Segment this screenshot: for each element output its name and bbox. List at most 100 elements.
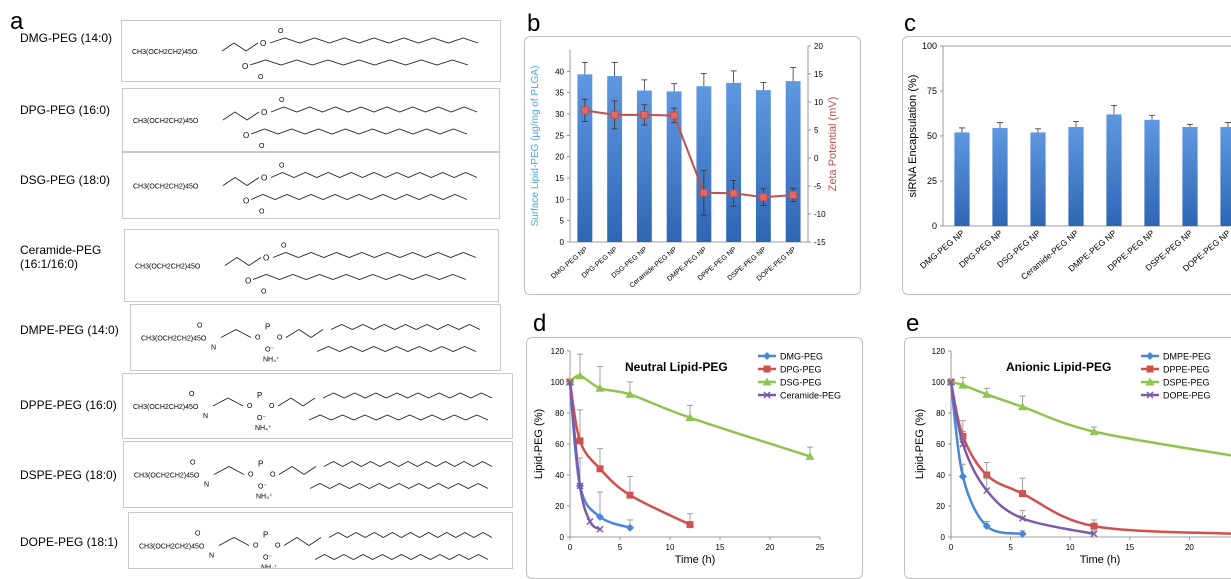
zeta-marker <box>729 189 738 198</box>
data-point <box>959 440 967 448</box>
molecule-structure-drawing: CH3(OCH2CH2)45O O O O O <box>133 163 478 216</box>
acyl-chain <box>252 274 467 280</box>
carbonyl-oxygen: O <box>281 243 287 250</box>
acyl-chain <box>314 553 489 561</box>
oxygen-atom: O <box>248 472 254 479</box>
oxygen-atom: O <box>243 131 249 140</box>
nitrogen-atom: N <box>204 482 209 489</box>
y-tick-label: 20 <box>555 502 564 511</box>
carbonyl-oxygen: O <box>259 143 265 150</box>
peg-formula: CH3(OCH2CH2)45O <box>133 118 199 125</box>
molecule-name: DOPE-PEG (18:1) <box>20 535 118 549</box>
legend-entry: DSG-PEG <box>780 378 822 388</box>
panel-letter-b: b <box>527 10 541 37</box>
legend-entry: DPG-PEG <box>780 365 822 375</box>
bar <box>954 132 970 226</box>
glycerol-backbone <box>285 328 324 339</box>
legend-marker <box>763 352 771 360</box>
panel-letter-a: a <box>10 8 24 35</box>
series-line <box>568 381 691 526</box>
acyl-chain <box>322 392 493 399</box>
acyl-chain <box>269 37 479 44</box>
x-tick-label: 10 <box>666 543 675 552</box>
molecule-name-line: DPPE-PEG (16:0) <box>20 398 117 412</box>
x-tick-label: 0 <box>568 543 573 552</box>
y-tick-label: 40 <box>936 471 945 480</box>
molecule-structure-drawing: CH3(OCH2CH2)45O O O O O <box>133 97 478 150</box>
y-tick-label: 100 <box>922 41 937 51</box>
glycerol-backbone <box>222 176 260 187</box>
zeta-marker <box>640 110 649 119</box>
molecule-name-line: DMG-PEG (14:0) <box>20 31 113 45</box>
molecule-structure: CH3(OCH2CH2)45O O O O O <box>121 20 501 82</box>
bar <box>785 81 801 242</box>
y-tick-label: 20 <box>555 153 564 162</box>
x-tick-label: 10 <box>1066 543 1075 552</box>
data-point <box>1019 490 1027 498</box>
y-tick-label: 0 <box>560 238 565 247</box>
phosphate-oxygen: O⁻ <box>265 347 274 354</box>
molecule-name-line: Ceramide-PEG <box>20 243 102 257</box>
panel-letter-c: c <box>904 10 916 37</box>
peg-formula: CH3(OCH2CH2)45O <box>134 473 200 480</box>
acyl-chain <box>270 172 478 178</box>
carbonyl-oxygen: O <box>278 28 284 35</box>
y2-tick-label: 5 <box>814 126 819 135</box>
bar <box>666 91 682 243</box>
acyl-chain <box>270 106 478 113</box>
acyl-chain <box>250 194 468 200</box>
data-point <box>947 378 955 386</box>
glycerol-backbone <box>277 397 316 407</box>
zeta-marker <box>580 106 589 115</box>
y-tick-label: 15 <box>555 174 564 183</box>
data-point <box>595 383 605 392</box>
phosphate-oxygen: O⁻ <box>257 415 266 422</box>
y-tick-label: 50 <box>927 131 937 141</box>
peg-formula: CH3(OCH2CH2)45O <box>133 404 199 411</box>
y-tick-label: 120 <box>932 347 946 356</box>
legend-marker <box>762 377 772 386</box>
nitrogen-atom: N <box>209 553 214 560</box>
ethanolamine-linker <box>212 397 244 407</box>
y-tick-label: 30 <box>555 110 564 119</box>
data-point <box>983 486 991 495</box>
legend-entry: DMPE-PEG <box>1163 352 1211 362</box>
zeta-marker <box>670 111 679 120</box>
carbonyl-oxygen: O <box>190 460 196 467</box>
phosphate-oxygen: O⁻ <box>258 484 267 491</box>
y-axis-label: Lipid-PEG (%) <box>533 409 545 479</box>
data-point <box>1018 529 1027 538</box>
bar <box>696 86 712 242</box>
bar <box>1182 127 1198 226</box>
y-tick-label: 40 <box>555 67 564 76</box>
acyl-chain <box>328 531 493 539</box>
y-axis-label: siRNA Encapsulation (%) <box>907 75 919 198</box>
molecule-structure: CH3(OCH2CH2)45O O N O P O⁻ NH₄⁺ O <box>123 441 513 508</box>
carbonyl-oxygen: O <box>189 391 195 398</box>
molecule-name: DMG-PEG (14:0) <box>20 31 112 45</box>
bar <box>1144 119 1160 226</box>
oxygen-atom: O <box>245 277 251 286</box>
molecule-name-line: DOPE-PEG (18:1) <box>20 535 119 549</box>
panel-letter-e: e <box>906 310 920 337</box>
y2-tick-label: -10 <box>814 210 826 219</box>
data-point <box>686 521 694 529</box>
molecule-structure-drawing: CH3(OCH2CH2)45O O O O O <box>135 243 477 296</box>
ethanolamine-linker <box>213 465 245 475</box>
data-point <box>982 522 991 531</box>
nitrogen-atom: N <box>203 413 208 420</box>
y-tick-label: 25 <box>927 176 937 186</box>
molecule-name: DSG-PEG (18:0) <box>20 173 110 187</box>
zeta-marker <box>610 110 619 119</box>
acyl-chain <box>323 460 493 468</box>
y-tick-label: 100 <box>551 378 565 387</box>
y-axis-label: Surface Lipid-PEG (µg/mg of PLGA) <box>530 66 541 227</box>
data-point <box>596 512 604 521</box>
peg-formula: CH3(OCH2CH2)45O <box>135 264 201 271</box>
chart-d: 0 20 40 60 80 100 120 0 5 10 15 20 25 Time (h) Lipid-P… <box>533 347 841 566</box>
bar <box>636 90 652 243</box>
data-point <box>576 482 584 490</box>
oxygen-atom: O <box>260 39 266 48</box>
y2-tick-label: -15 <box>814 238 826 247</box>
